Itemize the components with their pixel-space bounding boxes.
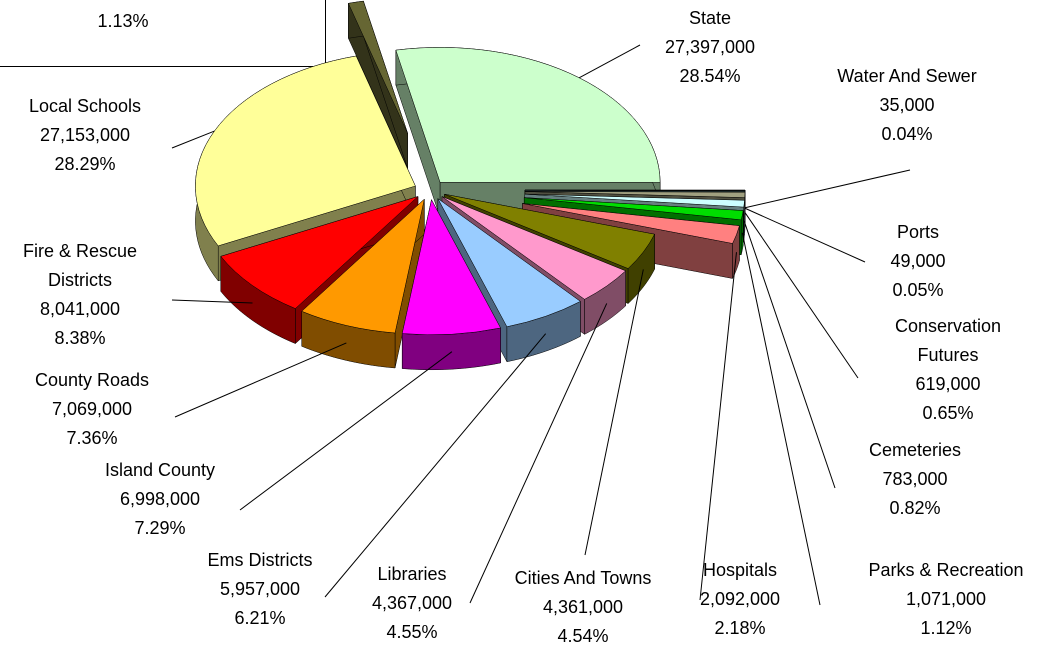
percent-label: 8.38% [54,328,106,348]
slice [401,199,501,336]
category-label: Parks & Recreation [868,560,1024,580]
slice-label: 1.13% [23,0,223,36]
slice-label: Local Schools 27,153,000 28.29% [0,92,175,179]
leader-line [239,351,453,511]
leader-line [743,221,836,489]
slice-label: Ports 49,000 0.05% [858,218,978,305]
leader-line [171,130,215,149]
value-label: 4,361,000 [542,597,624,617]
category-label: State [688,8,732,28]
slice [524,197,744,221]
leader-line [469,303,608,604]
value-label: 27,397,000 [664,37,756,57]
category-label: Conservation Futures [894,316,1002,365]
percent-label: 4.55% [386,622,438,642]
category-label: Local Schools [28,96,142,116]
leader-line [578,44,641,79]
category-label: Fire & Rescue Districts [22,241,138,290]
percent-label: 0.65% [922,403,974,423]
value-label: 783,000 [882,469,948,489]
category-label: Hospitals [702,560,778,580]
value-label: 49,000 [890,251,946,271]
percent-label: 7.36% [66,428,118,448]
slice-label: Hospitals 2,092,000 2.18% [665,556,815,643]
leader-line [744,207,866,263]
slice [437,198,581,328]
percent-label: 6.21% [234,608,286,628]
percent-label: 0.04% [881,124,933,144]
category-label: Cities And Towns [514,568,652,588]
slice [522,203,740,244]
slice-label: State 27,397,000 28.54% [610,4,810,91]
slice [444,193,655,269]
category-label: Ems Districts [207,550,313,570]
leader-line [699,252,737,601]
slice-label: Cities And Towns 4,361,000 4.54% [488,564,678,651]
value-label: 35,000 [879,95,935,115]
slice-label: County Roads 7,069,000 7.36% [7,366,177,453]
slice [441,196,627,300]
percent-label: 28.54% [679,66,741,86]
value-label: 7,069,000 [51,399,133,419]
slice-label: Ems Districts 5,957,000 6.21% [175,546,345,633]
label-box [0,0,326,67]
spacer [23,0,223,7]
value-label: 4,367,000 [371,593,453,613]
leader-line [171,299,253,304]
slice [524,191,746,198]
leader-line [174,342,347,418]
leader-line [741,232,821,606]
slice [348,0,408,134]
percent-label: 0.05% [892,280,944,300]
slice-label: Cemeteries 783,000 0.82% [840,436,990,523]
value-label: 619,000 [915,374,981,394]
slice-label: Fire & Rescue Districts 8,041,000 8.38% [5,237,155,353]
percent-label: 1.13% [97,11,149,31]
category-label: Ports [896,222,939,242]
category-label: Water And Sewer [837,66,977,86]
percent-label: 4.54% [557,626,609,646]
category-label: Cemeteries [868,440,962,460]
slice-label: Libraries 4,367,000 4.55% [337,560,487,647]
slice-label: Island County 6,998,000 7.29% [75,456,245,543]
leader-line [744,169,911,209]
category-label: County Roads [34,370,150,390]
percent-label: 7.29% [134,518,186,538]
leader-line [744,212,859,379]
value-label: 6,998,000 [119,489,201,509]
slice-label: Conservation Futures 619,000 0.65% [873,312,1023,428]
category-label: Island County [104,460,216,480]
slice [524,189,746,192]
value-label: 2,092,000 [699,589,781,609]
leader-line [324,333,547,598]
slice-label: Water And Sewer 35,000 0.04% [807,62,1007,149]
percent-label: 28.29% [54,154,116,174]
value-label: 5,957,000 [219,579,301,599]
leader-line [584,269,644,556]
value-label: 8,041,000 [39,299,121,319]
slice [524,193,745,208]
value-label: 1,071,000 [905,589,987,609]
slice [220,196,419,309]
percent-label: 2.18% [714,618,766,638]
slice [301,198,425,334]
percent-label: 0.82% [889,498,941,518]
category-label: Libraries [377,564,447,584]
value-label: 27,153,000 [39,125,131,145]
slice-label: Parks & Recreation 1,071,000 1.12% [826,556,1057,643]
percent-label: 1.12% [920,618,972,638]
